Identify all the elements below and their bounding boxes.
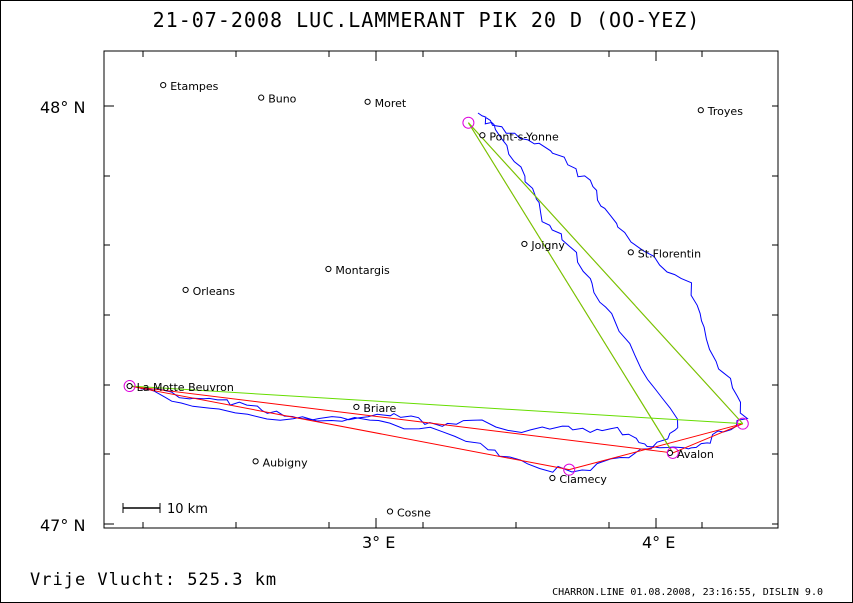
turnpoint-markers bbox=[123, 116, 749, 476]
town-dot-icon bbox=[182, 286, 189, 294]
town-label: Briare bbox=[363, 402, 396, 415]
turnpoint-circle-icon bbox=[563, 463, 576, 476]
town-marker: Orleans bbox=[182, 285, 236, 298]
town-marker: Aubigny bbox=[252, 456, 308, 469]
town-dot-icon bbox=[353, 403, 360, 411]
lon-label-3: 3° E bbox=[362, 533, 395, 552]
town-dot-icon bbox=[521, 240, 528, 248]
town-label: Pont-s-Yonne bbox=[489, 130, 559, 143]
town-marker: Joigny bbox=[521, 239, 565, 252]
scale-bar-label: 10 km bbox=[167, 502, 208, 517]
town-dot-icon bbox=[258, 94, 265, 101]
town-marker: Etampes bbox=[160, 80, 219, 93]
town-dot-icon bbox=[386, 508, 394, 515]
lat-label-47: 47° N bbox=[40, 516, 85, 535]
town-markers: Etampes Buno Moret Troyes Pont-s-Yonne Joigny… bbox=[126, 80, 743, 519]
town-label: Joigny bbox=[530, 239, 565, 252]
town-dot-icon bbox=[364, 98, 371, 105]
town-label: Moret bbox=[375, 97, 407, 110]
lon-label-4: 4° E bbox=[642, 533, 675, 552]
task-leg bbox=[672, 423, 743, 454]
free-flight-leg bbox=[129, 385, 743, 425]
axis-labels: 48° N 47° N 3° E 4° E bbox=[40, 98, 675, 552]
town-dot-icon bbox=[252, 458, 259, 465]
town-marker: Pont-s-Yonne bbox=[479, 130, 559, 143]
town-marker: Moret bbox=[364, 97, 407, 110]
town-dot-icon bbox=[697, 107, 704, 114]
scale-bar: 10 km bbox=[122, 502, 208, 517]
distance-label: Vrije Vlucht: 525.3 km bbox=[30, 570, 278, 590]
task-leg bbox=[129, 385, 673, 454]
town-label: Etampes bbox=[170, 80, 218, 93]
task-leg bbox=[569, 423, 743, 471]
map-plot-area bbox=[103, 50, 779, 529]
flight-title: 21-07-2008 LUC.LAMMERANT PIK 20 D (OO-YE… bbox=[152, 8, 701, 32]
turnpoint-circle-icon bbox=[462, 116, 475, 129]
turnpoint-circle-icon bbox=[123, 380, 136, 393]
town-dot-icon bbox=[325, 265, 332, 273]
town-marker: Buno bbox=[258, 93, 297, 106]
task-leg bbox=[129, 385, 570, 471]
town-label: Clamecy bbox=[559, 473, 607, 486]
town-dot-icon bbox=[126, 382, 133, 390]
free-flight-leg bbox=[467, 122, 674, 454]
town-dot-icon bbox=[160, 82, 167, 89]
town-dot-icon bbox=[666, 449, 674, 457]
town-label: La Motte Beuvron bbox=[137, 381, 234, 394]
town-marker: Montargis bbox=[325, 264, 390, 277]
town-label: Montargis bbox=[335, 264, 390, 277]
town-marker: St.Florentin bbox=[627, 247, 701, 260]
axis-ticks bbox=[104, 51, 778, 528]
town-marker: La Motte Beuvron bbox=[126, 381, 234, 394]
town-label: Buno bbox=[268, 93, 296, 106]
town-label: Troyes bbox=[707, 105, 743, 118]
source-label: CHARRON.LINE 01.08.2008, 23:16:55, DISLI… bbox=[552, 587, 823, 598]
town-label: Orleans bbox=[193, 285, 236, 298]
town-label: Aubigny bbox=[263, 456, 308, 469]
free-flight-leg bbox=[468, 122, 744, 425]
town-label: Cosne bbox=[397, 506, 431, 519]
town-label: Avalon bbox=[677, 448, 714, 461]
town-marker: Briare bbox=[353, 402, 397, 415]
town-dot-icon bbox=[479, 132, 486, 139]
town-marker: Clamecy bbox=[549, 473, 607, 486]
turnpoint-circle-icon bbox=[666, 446, 679, 459]
task-lines bbox=[129, 122, 744, 471]
turnpoint-circle-icon bbox=[736, 417, 749, 430]
town-marker: Troyes bbox=[697, 105, 743, 118]
town-dot-icon bbox=[549, 474, 556, 482]
town-dot-icon bbox=[627, 249, 634, 256]
lat-label-48: 48° N bbox=[40, 98, 85, 117]
town-marker: Cosne bbox=[386, 506, 431, 519]
town-label: St.Florentin bbox=[638, 247, 701, 260]
town-marker: Avalon bbox=[666, 448, 714, 461]
